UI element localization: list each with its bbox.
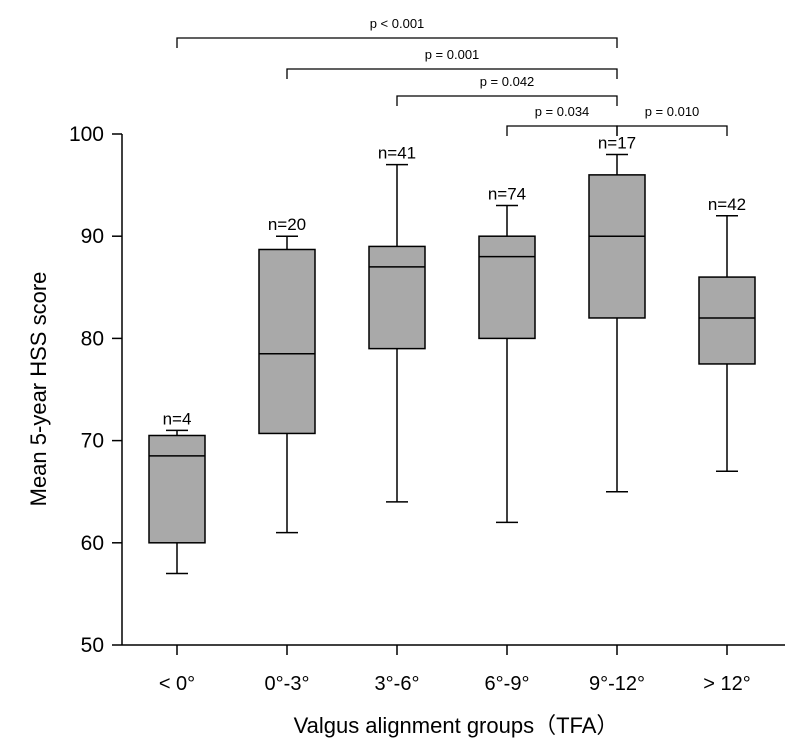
x-tick-label: 0°-3°	[265, 673, 310, 695]
x-axis-title: Valgus alignment groups（TFA）	[294, 713, 619, 738]
axes: 50 60 70 80 90 100 < 0° 0°-3° 3°-6° 6°-9° 9°-12° > …	[69, 123, 785, 695]
sample-size-label: n=20	[268, 215, 306, 234]
iqr-box	[478, 235, 536, 340]
significance-bracket: p < 0.001	[176, 16, 618, 48]
bracket-line	[286, 68, 618, 79]
significance-bracket: p = 0.001	[286, 47, 618, 79]
box-group: n=4	[148, 409, 206, 575]
bracket-line	[396, 95, 618, 106]
y-tick-label: 90	[81, 225, 104, 248]
significance-bracket: p = 0.034	[506, 104, 618, 136]
iqr-box	[588, 174, 646, 319]
sample-size-label: n=4	[163, 409, 192, 428]
significance-bracket: p = 0.042	[396, 74, 618, 106]
significance-bracket: p = 0.010	[616, 104, 728, 136]
iqr-box	[698, 276, 756, 365]
x-tick-label: 6°-9°	[485, 673, 530, 695]
y-tick-label: 100	[69, 123, 104, 146]
p-value-label: p = 0.034	[535, 104, 590, 119]
p-value-label: p = 0.042	[480, 74, 535, 89]
bracket-line	[616, 125, 728, 136]
p-value-label: p = 0.001	[425, 47, 480, 62]
sample-size-label: n=41	[378, 144, 416, 163]
bracket-line	[176, 37, 618, 48]
box-group: n=74	[478, 185, 536, 524]
box-group: n=20	[258, 215, 316, 534]
y-axis-title: Mean 5-year HSS score	[26, 272, 51, 507]
y-tick-label: 60	[81, 532, 104, 555]
x-tick-label: 3°-6°	[375, 673, 420, 695]
box-group: n=17	[588, 133, 646, 493]
sample-size-label: n=74	[488, 185, 526, 204]
sample-size-label: n=17	[598, 133, 636, 152]
iqr-box	[148, 434, 206, 544]
y-tick-label: 80	[81, 327, 104, 350]
x-tick-label: > 12°	[703, 673, 750, 695]
p-value-label: p < 0.001	[370, 16, 425, 31]
sample-size-label: n=42	[708, 195, 746, 214]
x-tick-label: < 0°	[159, 673, 195, 695]
iqr-box	[368, 245, 426, 350]
y-tick-label: 50	[81, 634, 104, 657]
box-plot-series: n=4 n=20 n=41 n=74 n=17 n=42	[148, 133, 756, 575]
p-value-label: p = 0.010	[645, 104, 700, 119]
box-group: n=42	[698, 195, 756, 473]
box-group: n=41	[368, 144, 426, 503]
iqr-box	[258, 248, 316, 435]
y-tick-label: 70	[81, 430, 104, 453]
x-tick-label: 9°-12°	[589, 673, 645, 695]
